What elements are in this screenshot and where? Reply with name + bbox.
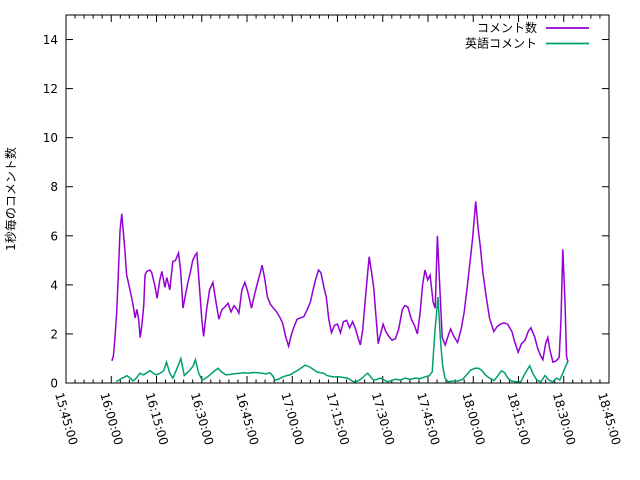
y-tick-label: 8 — [50, 180, 58, 194]
y-axis-title: 1秒毎のコメント数 — [3, 147, 18, 251]
y-tick-label: 14 — [43, 33, 58, 47]
legend-label: 英語コメント — [465, 36, 537, 51]
y-tick-label: 0 — [50, 377, 58, 391]
y-tick-label: 6 — [50, 229, 58, 243]
y-tick-label: 10 — [43, 131, 58, 145]
y-tick-label: 12 — [43, 82, 58, 96]
y-tick-label: 4 — [50, 278, 58, 292]
legend-label: コメント数 — [477, 20, 537, 35]
series-line-english-comments — [115, 297, 569, 383]
series-line-comment-count — [111, 201, 569, 364]
y-tick-label: 2 — [50, 327, 58, 341]
